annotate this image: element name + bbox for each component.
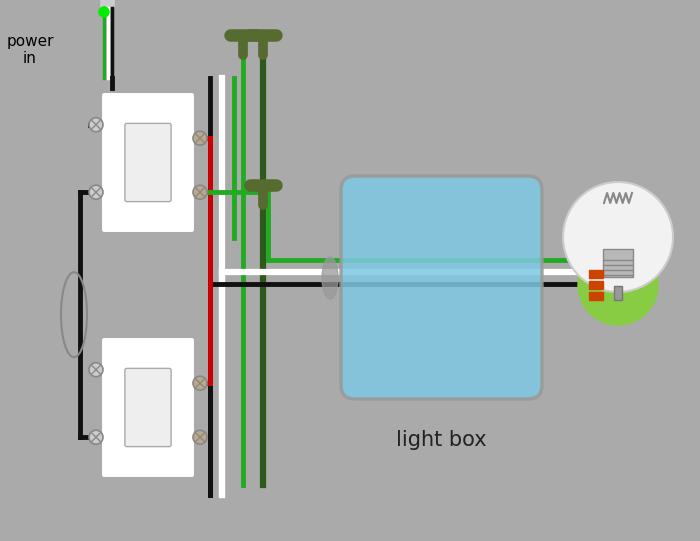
Bar <box>589 270 603 278</box>
Bar <box>589 281 603 289</box>
Bar <box>603 249 633 277</box>
Circle shape <box>193 376 207 390</box>
Bar <box>99 0 115 8</box>
Text: power
in: power in <box>6 34 54 66</box>
Text: light box: light box <box>396 430 486 450</box>
FancyBboxPatch shape <box>341 176 542 399</box>
Circle shape <box>89 430 103 444</box>
Bar <box>589 292 603 300</box>
Circle shape <box>89 185 103 199</box>
Ellipse shape <box>322 257 338 299</box>
Bar <box>614 286 622 300</box>
Circle shape <box>193 131 207 145</box>
FancyBboxPatch shape <box>125 123 171 202</box>
FancyBboxPatch shape <box>101 337 195 478</box>
FancyBboxPatch shape <box>101 92 195 233</box>
Circle shape <box>99 7 109 17</box>
Circle shape <box>578 245 658 325</box>
FancyBboxPatch shape <box>125 368 171 447</box>
Circle shape <box>193 185 207 199</box>
Circle shape <box>89 118 103 131</box>
Circle shape <box>89 362 103 377</box>
Circle shape <box>193 430 207 444</box>
Circle shape <box>563 182 673 292</box>
